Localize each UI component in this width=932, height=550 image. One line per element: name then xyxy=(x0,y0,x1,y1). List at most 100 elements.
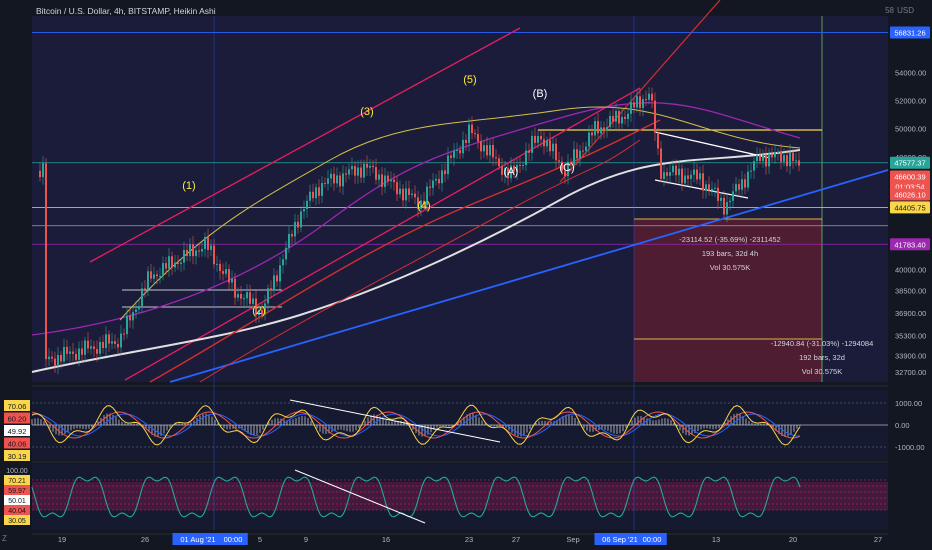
candle-body xyxy=(435,178,437,181)
candle-body xyxy=(144,288,146,290)
candle-body xyxy=(366,163,368,168)
candle-body xyxy=(258,310,260,315)
candle-body xyxy=(234,278,236,298)
measure-zone xyxy=(634,219,822,382)
indicator1-tag-label: 70.06 xyxy=(8,402,27,411)
candle-body xyxy=(684,175,686,184)
candle-body xyxy=(177,262,179,264)
indicator2-tag-bg xyxy=(4,495,30,505)
candle-body xyxy=(147,271,149,290)
price-tick-label: 38500.00 xyxy=(895,287,926,296)
candle-body xyxy=(534,135,536,143)
candle-body xyxy=(471,124,473,134)
candle-body xyxy=(756,155,758,162)
candle-body xyxy=(279,265,281,282)
candle-body xyxy=(780,151,782,162)
candle-body xyxy=(531,135,533,153)
price-tag-bg xyxy=(890,156,930,169)
indicator1-tag-label: 49.92 xyxy=(8,427,27,436)
candle-body xyxy=(60,354,62,362)
candle-body xyxy=(138,305,140,310)
price-tag-bg xyxy=(890,188,930,201)
candle-body xyxy=(681,168,683,184)
candle-body xyxy=(675,165,677,176)
measure-bottom-line-1: 192 bars, 32d xyxy=(799,353,845,362)
candle-body xyxy=(327,178,329,184)
candle-body xyxy=(330,173,332,179)
candle-body xyxy=(309,191,311,201)
candle-body xyxy=(201,248,203,252)
indicator2-tag-label: 30.05 xyxy=(8,518,26,525)
candle-body xyxy=(45,163,47,360)
candle-body xyxy=(96,348,98,354)
candle-body xyxy=(480,141,482,152)
candle-body xyxy=(576,149,578,159)
currency-label[interactable]: USD xyxy=(897,6,914,15)
candle-body xyxy=(165,263,167,269)
candle-body xyxy=(195,250,197,257)
wave-label-2: (3) xyxy=(360,106,373,118)
candle-body xyxy=(312,191,314,199)
candle-body xyxy=(627,113,629,120)
candle-body xyxy=(75,353,77,360)
candle-body xyxy=(765,154,767,167)
time-tick-label: 01 Aug '21 xyxy=(180,535,215,544)
candle-body xyxy=(642,99,644,108)
candle-body xyxy=(597,121,599,134)
candle-body xyxy=(390,179,392,182)
candle-body xyxy=(102,341,104,349)
candle-body xyxy=(324,182,326,184)
goto-icon[interactable]: Z xyxy=(2,534,7,543)
candle-body xyxy=(657,132,659,149)
candle-body xyxy=(486,145,488,156)
candle-body xyxy=(294,221,296,237)
time-tick-label: 19 xyxy=(58,535,66,544)
candle-body xyxy=(93,346,95,349)
wave-label-7: (C) xyxy=(559,162,574,174)
candle-body xyxy=(189,244,191,256)
time-tick-label: 23 xyxy=(465,535,473,544)
candle-body xyxy=(570,161,572,165)
time-tag-bg xyxy=(637,533,667,545)
candle-body xyxy=(522,165,524,167)
candle-body xyxy=(561,161,563,171)
indicator1-tag-bg xyxy=(4,400,30,411)
candle-body xyxy=(231,278,233,283)
candle-body xyxy=(81,348,83,355)
candle-body xyxy=(111,341,113,344)
candle-body xyxy=(159,275,161,277)
candle-body xyxy=(429,186,431,188)
candle-body xyxy=(639,96,641,108)
measure-top-line-2: Vol 30.575K xyxy=(710,263,750,272)
candle-body xyxy=(729,200,731,203)
candle-body xyxy=(432,180,434,188)
time-tick-label: 27 xyxy=(512,535,520,544)
candle-body xyxy=(171,256,173,268)
price-tag-label: 46600.39 xyxy=(894,172,925,181)
price-tick-label: 50000.00 xyxy=(895,125,926,134)
time-tag-bg xyxy=(218,533,248,545)
candle-body xyxy=(453,150,455,158)
candle-body xyxy=(441,170,443,184)
candle-body xyxy=(546,140,548,147)
candle-body xyxy=(276,275,278,282)
candle-body xyxy=(783,155,785,162)
candle-body xyxy=(567,161,569,177)
candle-body xyxy=(747,171,749,188)
candle-body xyxy=(717,187,719,201)
candle-body xyxy=(450,155,452,158)
candle-body xyxy=(351,166,353,170)
candle-body xyxy=(342,173,344,187)
time-tick-label: Sep xyxy=(566,535,579,544)
candle-body xyxy=(264,303,266,315)
candle-body xyxy=(540,136,542,140)
candle-body xyxy=(411,193,413,195)
indicator1-trend-line xyxy=(289,399,501,443)
candle-body xyxy=(654,100,656,133)
candle-body xyxy=(249,292,251,304)
candle-body xyxy=(84,340,86,355)
candle-body xyxy=(633,102,635,108)
candle-body xyxy=(663,172,665,179)
